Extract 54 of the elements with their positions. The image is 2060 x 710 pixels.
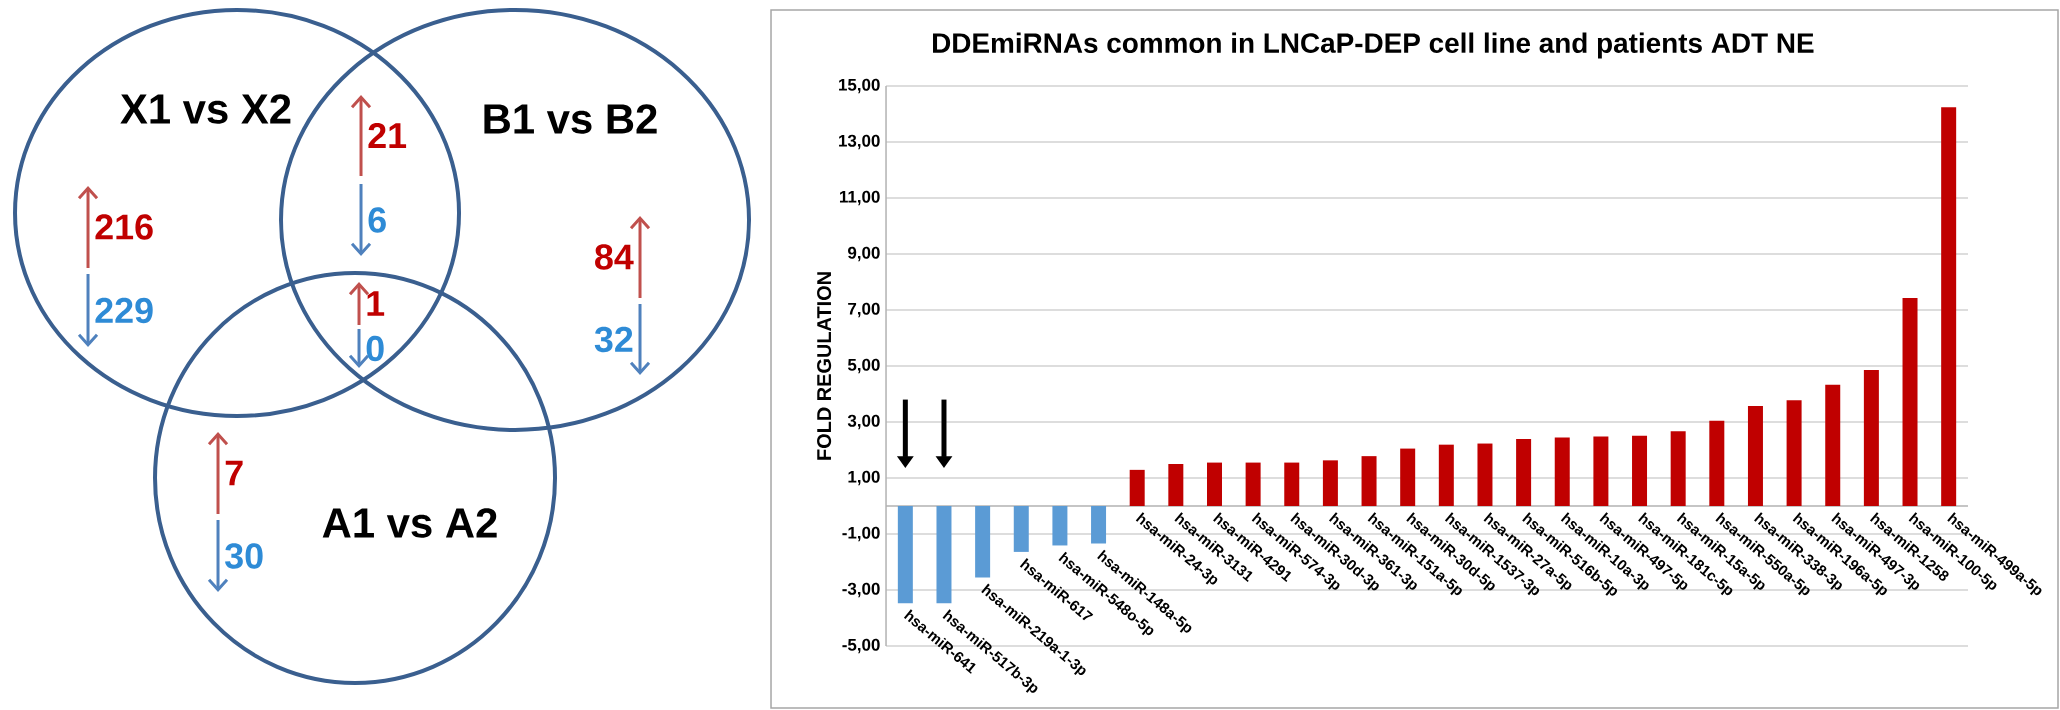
text: 30: [225, 543, 263, 569]
bar: [1786, 400, 1802, 506]
bar: [1554, 437, 1570, 506]
bar: [1129, 469, 1145, 506]
bar: [1477, 443, 1493, 506]
y-tick-label: 1,00: [848, 470, 880, 486]
bar: [1052, 505, 1068, 546]
y-axis-title: FOLD REGULATION: [817, 272, 832, 460]
text: X1 vs X2: [120, 94, 291, 124]
bar: [1091, 505, 1107, 544]
text: 0: [366, 335, 384, 362]
y-tick-label: -5,00: [842, 638, 880, 654]
text: 7: [225, 460, 243, 486]
y-tick-label: 11,00: [839, 190, 880, 206]
bar: [1438, 444, 1454, 506]
y-tick-label: 13,00: [839, 134, 880, 150]
bar: [1168, 463, 1184, 506]
y-tick-label: -3,00: [842, 582, 880, 598]
y-tick-label: 15,00: [839, 78, 880, 94]
bar: [1322, 460, 1338, 506]
bar: [1709, 420, 1725, 506]
text: 21: [368, 122, 407, 149]
bar: [1902, 297, 1918, 506]
y-tick-label: 5,00: [847, 358, 880, 374]
text: 229: [95, 297, 153, 324]
bar: [897, 505, 913, 604]
bar: [1013, 505, 1029, 552]
text: B1 vs B2: [484, 104, 657, 134]
bar: [1941, 107, 1957, 506]
text: 216: [95, 214, 153, 240]
y-tick-label: 7,00: [848, 302, 880, 318]
text: A1 vs A2: [322, 508, 497, 538]
bar: [1863, 369, 1879, 506]
bar: [1670, 431, 1686, 506]
y-tick-label: -1,00: [842, 526, 880, 542]
text: 6: [368, 207, 386, 233]
bar: [1516, 439, 1532, 506]
bar: [1245, 462, 1261, 506]
text: 32: [594, 326, 633, 353]
bar: [1361, 456, 1377, 506]
bar: [936, 505, 952, 604]
y-tick-label: 9,00: [848, 246, 880, 262]
bar: [975, 505, 991, 578]
bar: [1825, 384, 1841, 506]
bar: [1400, 448, 1416, 506]
text: 84: [595, 244, 634, 270]
y-tick-label: 3,00: [847, 414, 880, 430]
bar: [1206, 462, 1222, 506]
chart-title: DDEmiRNAs common in LNCaP-DEP cell line and patients ADT NE: [933, 32, 1814, 59]
bar: [1632, 435, 1648, 506]
bar: [1284, 462, 1300, 506]
text: 1: [367, 291, 385, 316]
bar: [1747, 406, 1763, 506]
bar: [1593, 436, 1609, 506]
